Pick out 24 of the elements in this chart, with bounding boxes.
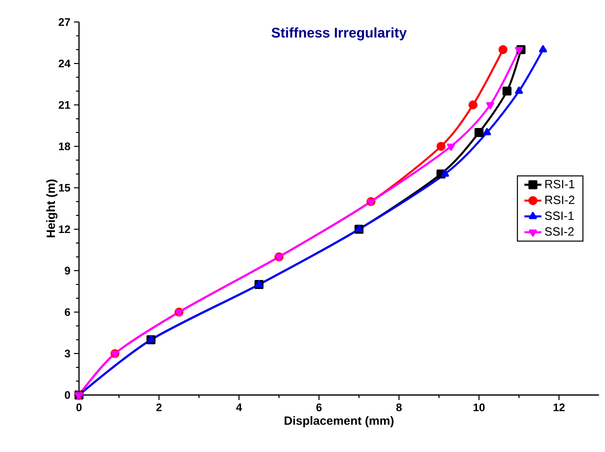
y-tick-label: 21 — [58, 101, 70, 109]
legend-label: SSI-2 — [544, 227, 574, 236]
x-tick-label: 8 — [396, 404, 402, 412]
x-tick-label: 4 — [236, 404, 242, 412]
legend-label: RSI-1 — [545, 180, 574, 188]
x-tick-label: 6 — [316, 404, 322, 412]
y-tick-label: 0 — [64, 391, 70, 399]
legend-label: RSI-2 — [545, 196, 574, 204]
x-tick-label: 0 — [76, 404, 82, 412]
x-axis-title: Displacement (mm) — [284, 416, 394, 428]
chart-title: Stiffness Irregularity — [272, 27, 407, 40]
y-tick-label: 3 — [64, 350, 70, 358]
x-tick-label: 2 — [156, 404, 162, 412]
y-tick-label: 15 — [58, 184, 70, 192]
y-tick-label: 9 — [64, 266, 70, 275]
x-tick-label: 10 — [474, 404, 485, 412]
y-axis-title: Height (m) — [46, 180, 58, 238]
legend-label: SSI-1 — [544, 211, 574, 220]
y-tick-label: 18 — [58, 142, 70, 150]
y-tick-label: 6 — [64, 308, 70, 316]
y-tick-label: 12 — [58, 225, 70, 234]
x-tick-label: 12 — [554, 404, 565, 412]
y-tick-label: 24 — [58, 60, 70, 68]
y-tick-label: 27 — [58, 18, 70, 26]
